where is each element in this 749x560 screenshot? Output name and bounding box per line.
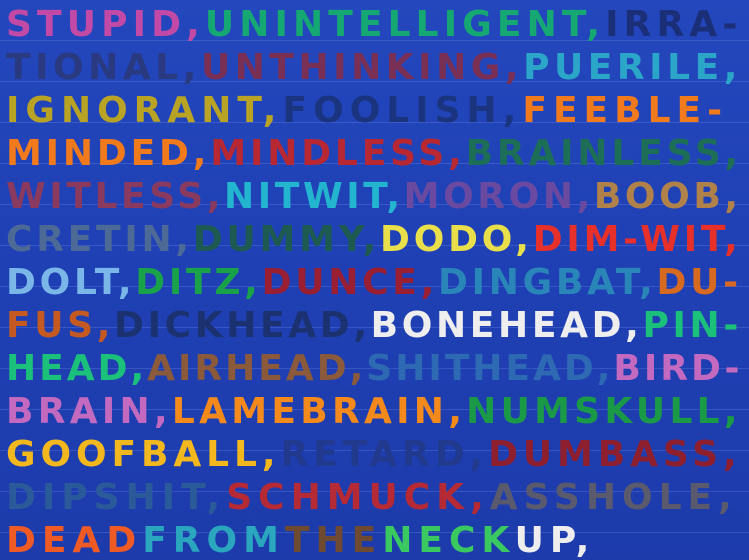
word: FEEBLE- — [522, 90, 729, 131]
word: DU- — [656, 262, 742, 303]
word: BRAINLESS, — [465, 133, 743, 174]
text-line-1: STUPID,UNINTELLIGENT,IRRA- — [6, 4, 742, 46]
text-line-3: IGNORANT,FOOLISH,FEEBLE- — [6, 90, 728, 132]
word: PIN- — [642, 305, 742, 346]
word: DINGBAT, — [438, 262, 657, 303]
text-line-11: GOOFBALL,RETARD,DUMBASS, — [6, 434, 742, 476]
word: MINDED, — [6, 133, 211, 174]
word: BRAIN, — [6, 391, 172, 432]
word: THE — [284, 520, 383, 560]
word: STUPID, — [6, 4, 205, 45]
word: DICKHEAD, — [114, 305, 371, 346]
word: NECK — [382, 520, 515, 560]
word: NUMSKULL, — [466, 391, 742, 432]
word: FUS, — [6, 305, 115, 346]
word: DOLT, — [6, 262, 136, 303]
word: SHITHEAD, — [366, 348, 614, 389]
word: DODO, — [380, 219, 533, 260]
text-line-8: FUS,DICKHEAD,BONEHEAD,PIN- — [6, 305, 742, 347]
word: IGNORANT, — [6, 90, 283, 131]
word: DIPSHIT, — [6, 477, 227, 518]
word: CRETIN, — [6, 219, 193, 260]
word: DUMMY, — [192, 219, 381, 260]
word: LAMEBRAIN, — [171, 391, 467, 432]
word: UNTHINKING, — [200, 47, 524, 88]
word: BOOB, — [593, 176, 742, 217]
word: IRRA- — [605, 4, 743, 45]
word: RETARD, — [280, 434, 489, 475]
word: BIRD- — [613, 348, 743, 389]
text-line-13: DEADFROMTHENECKUP, — [6, 520, 595, 560]
text-line-4: MINDED,MINDLESS,BRAINLESS, — [6, 133, 742, 175]
word: UP, — [514, 520, 596, 560]
text-line-5: WITLESS,NITWIT,MORON,BOOB, — [6, 176, 742, 218]
word: DUNCE, — [261, 262, 438, 303]
word: AIRHEAD, — [147, 348, 367, 389]
word: FROM — [142, 520, 285, 560]
word: PUERILE, — [523, 47, 742, 88]
text-line-7: DOLT,DITZ,DUNCE,DINGBAT,DU- — [6, 262, 742, 304]
word: DITZ, — [135, 262, 262, 303]
word: FOOLISH, — [282, 90, 523, 131]
word: UNINTELLIGENT, — [204, 4, 606, 45]
word: MORON, — [403, 176, 594, 217]
word: BONEHEAD, — [370, 305, 643, 346]
word: DUMBASS, — [488, 434, 742, 475]
word: NITWIT, — [224, 176, 404, 217]
text-line-12: DIPSHIT,SCHMUCK,ASSHOLE, — [6, 477, 738, 519]
text-line-2: TIONAL,UNTHINKING,PUERILE, — [6, 47, 742, 89]
word: TIONAL, — [6, 47, 201, 88]
word: WITLESS, — [6, 176, 225, 217]
word: MINDLESS, — [210, 133, 466, 174]
word: ASSHOLE, — [489, 477, 738, 518]
text-line-6: CRETIN,DUMMY,DODO,DIM-WIT, — [6, 219, 742, 261]
text-line-9: HEAD,AIRHEAD,SHITHEAD,BIRD- — [6, 348, 742, 390]
word: DIM-WIT, — [532, 219, 742, 260]
word: SCHMUCK, — [226, 477, 490, 518]
word: GOOFBALL, — [6, 434, 281, 475]
text-line-10: BRAIN,LAMEBRAIN,NUMSKULL, — [6, 391, 742, 433]
word: HEAD, — [6, 348, 148, 389]
word: DEAD — [6, 520, 143, 560]
